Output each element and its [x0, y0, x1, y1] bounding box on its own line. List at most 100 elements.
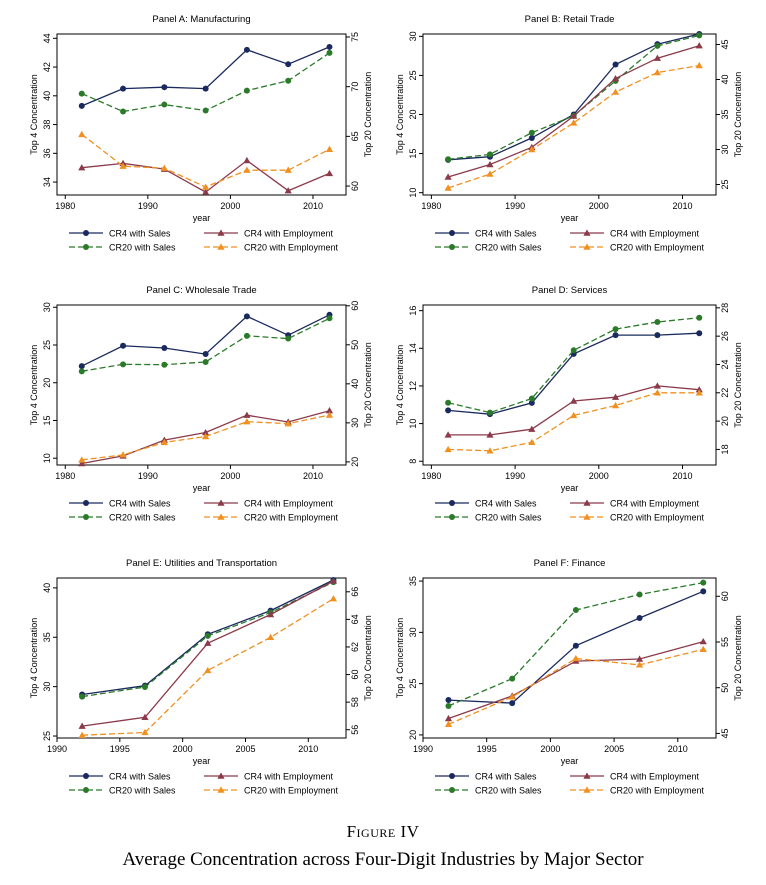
data-point-cr20_sales — [285, 77, 292, 84]
y2-tick-label: 66 — [350, 587, 360, 597]
legend-marker-cr20_sales — [449, 244, 455, 250]
chart-panel-4: Panel E: Utilities and Transportation 199… — [29, 558, 373, 796]
y-tick-label: 15 — [42, 415, 52, 425]
y-axis-label: Top 4 Concentration — [29, 618, 39, 699]
data-point-cr20_sales — [326, 315, 333, 322]
data-point-cr20_emp — [611, 88, 620, 95]
data-point-cr20_emp — [570, 411, 578, 419]
y-tick-label: 25 — [42, 340, 52, 350]
y-tick-label: 10 — [408, 419, 418, 429]
y-axis-label: Top 4 Concentration — [29, 345, 39, 426]
data-point-cr20_sales — [78, 368, 85, 375]
legend-marker-cr20_emp — [583, 243, 591, 250]
y2-tick-label: 20 — [720, 416, 730, 426]
legend-marker-cr4_sales — [449, 500, 455, 506]
y-tick-label: 40 — [42, 91, 52, 101]
legend-marker-cr20_emp — [583, 513, 591, 520]
data-point-cr20_emp — [325, 145, 334, 152]
x-tick-label: 1990 — [138, 471, 158, 481]
legend-label-cr4_sales: CR4 with Sales — [475, 499, 537, 509]
y2-tick-label: 58 — [350, 697, 360, 707]
legend-marker-cr4_emp — [583, 499, 591, 506]
data-point-cr4_emp — [284, 187, 292, 194]
x-tick-label: 2010 — [672, 201, 692, 211]
data-point-cr20_emp — [160, 438, 168, 446]
series-line-cr4_emp — [448, 640, 704, 720]
data-point-cr20_emp — [284, 166, 292, 173]
data-point-cr4_emp — [202, 428, 210, 436]
data-point-cr4_sales — [509, 700, 516, 707]
y-tick-label: 30 — [42, 302, 52, 312]
y-tick-label: 20 — [42, 378, 52, 388]
data-point-cr20_sales — [445, 156, 452, 163]
legend-label-cr20_emp: CR20 with Employment — [610, 786, 705, 796]
data-point-cr20_sales — [204, 632, 211, 639]
data-point-cr4_sales — [612, 332, 619, 339]
y2-tick-label: 30 — [350, 418, 360, 428]
data-point-cr20_emp — [325, 411, 334, 418]
legend-marker-cr20_sales — [83, 514, 89, 520]
series-line-cr20_emp — [447, 64, 700, 189]
series-line-cr4_sales — [81, 314, 330, 367]
legend-label-cr20_emp: CR20 with Employment — [244, 786, 339, 796]
x-axis-label: year — [561, 756, 579, 766]
data-point-cr20_emp — [444, 445, 452, 453]
data-point-cr4_emp — [325, 407, 334, 414]
data-point-cr4_sales — [528, 399, 535, 406]
data-point-cr4_sales — [78, 102, 85, 109]
y2-tick-label: 35 — [720, 109, 730, 119]
y2-tick-label: 40 — [720, 74, 730, 84]
x-axis-label: year — [193, 483, 211, 493]
y-tick-label: 30 — [408, 627, 418, 637]
legend-label-cr20_emp: CR20 with Employment — [244, 513, 339, 523]
y-tick-label: 35 — [408, 576, 418, 586]
legend-label-cr4_sales: CR4 with Sales — [109, 499, 171, 509]
x-tick-label: 2010 — [303, 471, 323, 481]
y2-tick-label: 64 — [350, 614, 360, 624]
y-tick-label: 10 — [408, 188, 418, 198]
series-line-cr4_emp — [82, 580, 334, 727]
series-line-cr20_sales — [81, 52, 330, 113]
data-point-cr20_sales — [636, 591, 643, 598]
data-point-cr20_sales — [243, 87, 250, 94]
y2-tick-label: 60 — [350, 301, 360, 311]
data-point-cr20_sales — [326, 49, 333, 56]
y-axis-label: Top 4 Concentration — [29, 74, 39, 155]
y2-tick-label: 25 — [720, 179, 730, 189]
y2-tick-label: 26 — [720, 331, 730, 341]
chart-title: Panel D: Services — [532, 285, 608, 296]
data-point-cr20_sales — [696, 314, 703, 321]
series-line-cr4_sales — [81, 46, 330, 107]
data-point-cr20_sales — [612, 326, 619, 333]
data-point-cr20_emp — [695, 389, 703, 396]
data-point-cr4_emp — [243, 156, 251, 164]
data-point-cr20_emp — [119, 451, 127, 458]
y2-tick-label: 50 — [720, 683, 730, 693]
x-tick-label: 1980 — [55, 201, 75, 211]
data-point-cr20_emp — [243, 166, 251, 173]
y-tick-label: 30 — [408, 31, 418, 41]
legend-marker-cr4_sales — [83, 230, 89, 236]
data-point-cr20_sales — [141, 683, 148, 690]
data-point-cr20_sales — [696, 32, 703, 39]
data-point-cr4_emp — [635, 655, 644, 662]
data-point-cr4_emp — [611, 74, 620, 82]
y-tick-label: 8 — [408, 459, 418, 464]
data-point-cr20_emp — [202, 183, 210, 190]
data-point-cr20_emp — [267, 633, 275, 641]
legend-label-cr20_sales: CR20 with Sales — [475, 786, 542, 796]
data-point-cr20_emp — [78, 731, 86, 738]
legend-label-cr4_sales: CR4 with Sales — [475, 772, 537, 782]
data-point-cr4_emp — [444, 173, 452, 180]
legend-marker-cr4_emp — [583, 229, 591, 236]
legend-marker-cr20_sales — [83, 244, 89, 250]
plot-frame — [56, 304, 347, 466]
y-tick-label: 16 — [408, 306, 418, 316]
x-tick-label: 2010 — [303, 201, 323, 211]
data-point-cr20_sales — [285, 335, 292, 342]
plot-frame — [56, 577, 347, 739]
x-tick-label: 1990 — [138, 201, 158, 211]
data-point-cr4_sales — [202, 351, 209, 358]
data-point-cr4_sales — [326, 43, 333, 50]
legend-marker-cr20_emp — [583, 786, 591, 793]
